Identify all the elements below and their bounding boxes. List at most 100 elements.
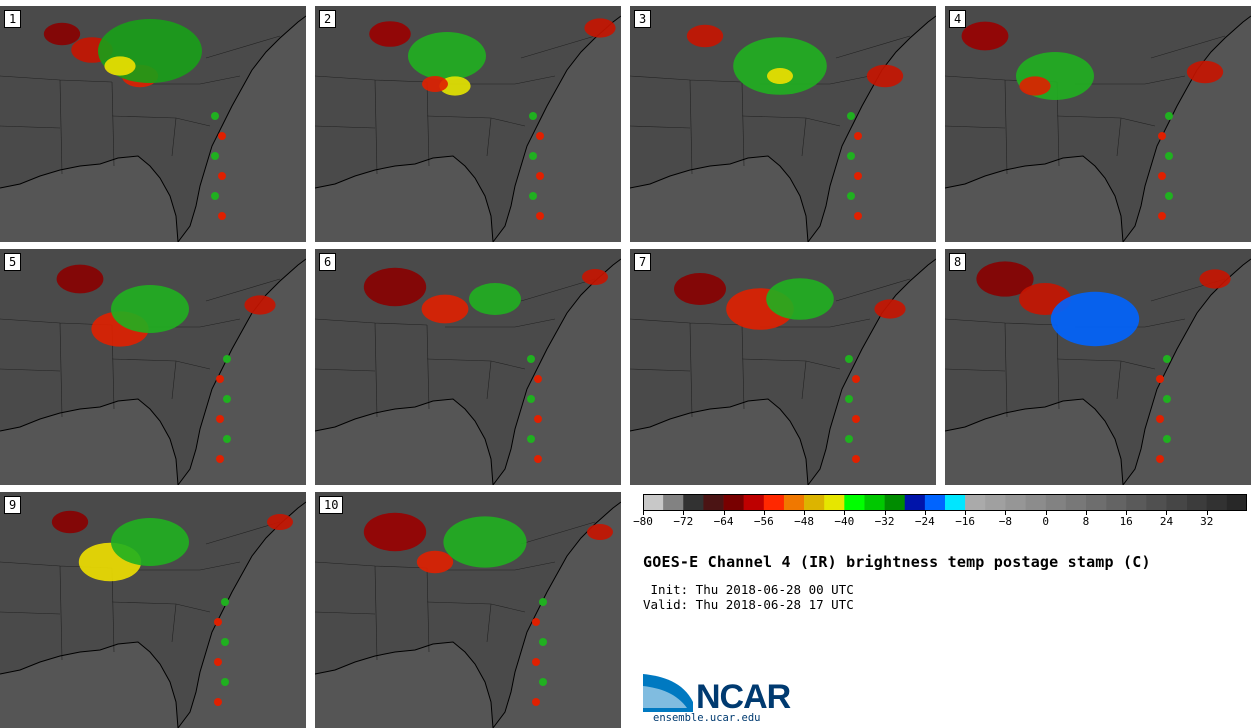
convective-cloud (51, 510, 89, 534)
convective-cell (532, 698, 540, 706)
colorbar-tick-label: −16 (955, 515, 976, 528)
colorbar-bin (1085, 494, 1107, 511)
convective-cloud (582, 269, 608, 285)
panel-label: 6 (319, 253, 337, 271)
convective-cell (847, 152, 855, 160)
colorbar-bin (743, 494, 765, 511)
colorbar-tick-mark (763, 511, 765, 515)
panel-label: 1 (4, 10, 22, 28)
convective-cloud (111, 518, 189, 566)
panel-map (0, 6, 306, 242)
convective-cell (845, 395, 853, 403)
panel-label: 10 (319, 496, 344, 514)
panel-label: 9 (4, 496, 22, 514)
colorbar-tick-mark (1206, 511, 1208, 515)
convective-cell (847, 112, 855, 120)
colorbar-tick-mark (683, 511, 685, 515)
colorbar-bin (924, 494, 946, 511)
forecast-panel-6: 6 (315, 249, 621, 485)
convective-cloud (416, 550, 454, 574)
valid-time: Valid: Thu 2018-06-28 17 UTC (643, 597, 854, 612)
convective-cell (216, 455, 224, 463)
convective-cell (223, 435, 231, 443)
colorbar (643, 494, 1247, 511)
convective-cell (211, 112, 219, 120)
init-time: Init: Thu 2018-06-28 00 UTC (643, 582, 854, 597)
convective-cloud (443, 516, 527, 568)
colorbar-bin (1005, 494, 1026, 511)
colorbar-bin (985, 494, 1006, 511)
colorbar-bin (804, 494, 825, 511)
colorbar-tick-label: 32 (1200, 515, 1214, 528)
convective-cloud (1050, 291, 1140, 347)
panel-map (315, 492, 621, 728)
convective-cell (529, 112, 537, 120)
convective-cloud (56, 264, 104, 294)
colorbar-bin (703, 494, 724, 511)
panel-map (630, 6, 936, 242)
logo-url: ensemble.ucar.edu (653, 712, 761, 724)
convective-cell (1158, 132, 1166, 140)
colorbar-tick-label: −72 (673, 515, 694, 528)
convective-cloud (587, 524, 613, 540)
convective-cell (218, 212, 226, 220)
convective-cell (223, 355, 231, 363)
convective-cell (214, 658, 222, 666)
colorbar-bin (1106, 494, 1127, 511)
convective-cloud (369, 21, 411, 47)
convective-cell (211, 152, 219, 160)
convective-cell (852, 375, 860, 383)
convective-cell (1165, 192, 1173, 200)
convective-cloud (43, 22, 81, 46)
colorbar-tick-label: −56 (753, 515, 774, 528)
convective-cloud (1019, 76, 1051, 96)
convective-cell (536, 132, 544, 140)
convective-cell (1158, 172, 1166, 180)
convective-cell (218, 172, 226, 180)
colorbar-bin (643, 494, 664, 511)
convective-cell (534, 415, 542, 423)
convective-cell (852, 455, 860, 463)
forecast-panel-10: 10 (315, 492, 621, 728)
colorbar-tick-mark (884, 511, 886, 515)
convective-cell (536, 172, 544, 180)
convective-cloud (866, 64, 904, 88)
convective-cloud (767, 68, 793, 84)
figure-title: GOES-E Channel 4 (IR) brightness temp po… (643, 553, 1151, 571)
colorbar-bin (844, 494, 865, 511)
convective-cloud (244, 295, 276, 315)
colorbar-bin (965, 494, 986, 511)
panel-label: 2 (319, 10, 337, 28)
convective-cell (854, 212, 862, 220)
convective-cell (534, 375, 542, 383)
convective-cell (211, 192, 219, 200)
colorbar-tick-label: −48 (794, 515, 814, 528)
convective-cloud (584, 18, 616, 38)
colorbar-bin (904, 494, 926, 511)
convective-cell (527, 435, 535, 443)
convective-cell (845, 435, 853, 443)
convective-cell (1156, 455, 1164, 463)
colorbar-bin (1186, 494, 1208, 511)
convective-cloud (363, 512, 427, 552)
colorbar-tick-mark (1166, 511, 1168, 515)
convective-cloud (1199, 269, 1231, 289)
colorbar-tick-label: 0 (1042, 515, 1049, 528)
forecast-panel-8: 8 (945, 249, 1251, 485)
convective-cell (214, 618, 222, 626)
convective-cloud (408, 32, 486, 80)
ncar-logo (643, 674, 693, 712)
colorbar-tick-mark (643, 511, 644, 515)
forecast-panel-2: 2 (315, 6, 621, 242)
panel-map (945, 249, 1251, 485)
colorbar-bin (1065, 494, 1087, 511)
panel-label: 3 (634, 10, 652, 28)
convective-cell (539, 678, 547, 686)
convective-cell (221, 638, 229, 646)
colorbar-bin (1025, 494, 1046, 511)
convective-cell (539, 638, 547, 646)
convective-cell (532, 618, 540, 626)
colorbar-tick-mark (1005, 511, 1007, 515)
convective-cell (854, 172, 862, 180)
colorbar-tick-label: −64 (713, 515, 734, 528)
